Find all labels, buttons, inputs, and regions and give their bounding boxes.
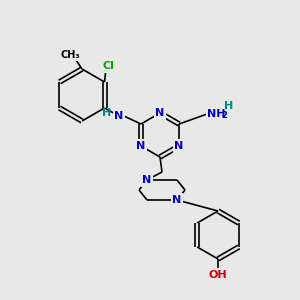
Text: NH: NH <box>207 109 226 119</box>
Text: N: N <box>172 195 182 205</box>
Text: N: N <box>114 111 124 121</box>
Text: 2: 2 <box>221 112 227 121</box>
Text: Cl: Cl <box>103 61 115 71</box>
Text: H: H <box>224 101 234 111</box>
Text: CH₃: CH₃ <box>60 50 80 60</box>
Text: OH: OH <box>209 270 227 280</box>
Text: H: H <box>102 108 112 118</box>
Text: N: N <box>142 175 152 185</box>
Text: N: N <box>136 141 146 151</box>
Text: N: N <box>174 141 184 151</box>
Text: N: N <box>155 108 165 118</box>
